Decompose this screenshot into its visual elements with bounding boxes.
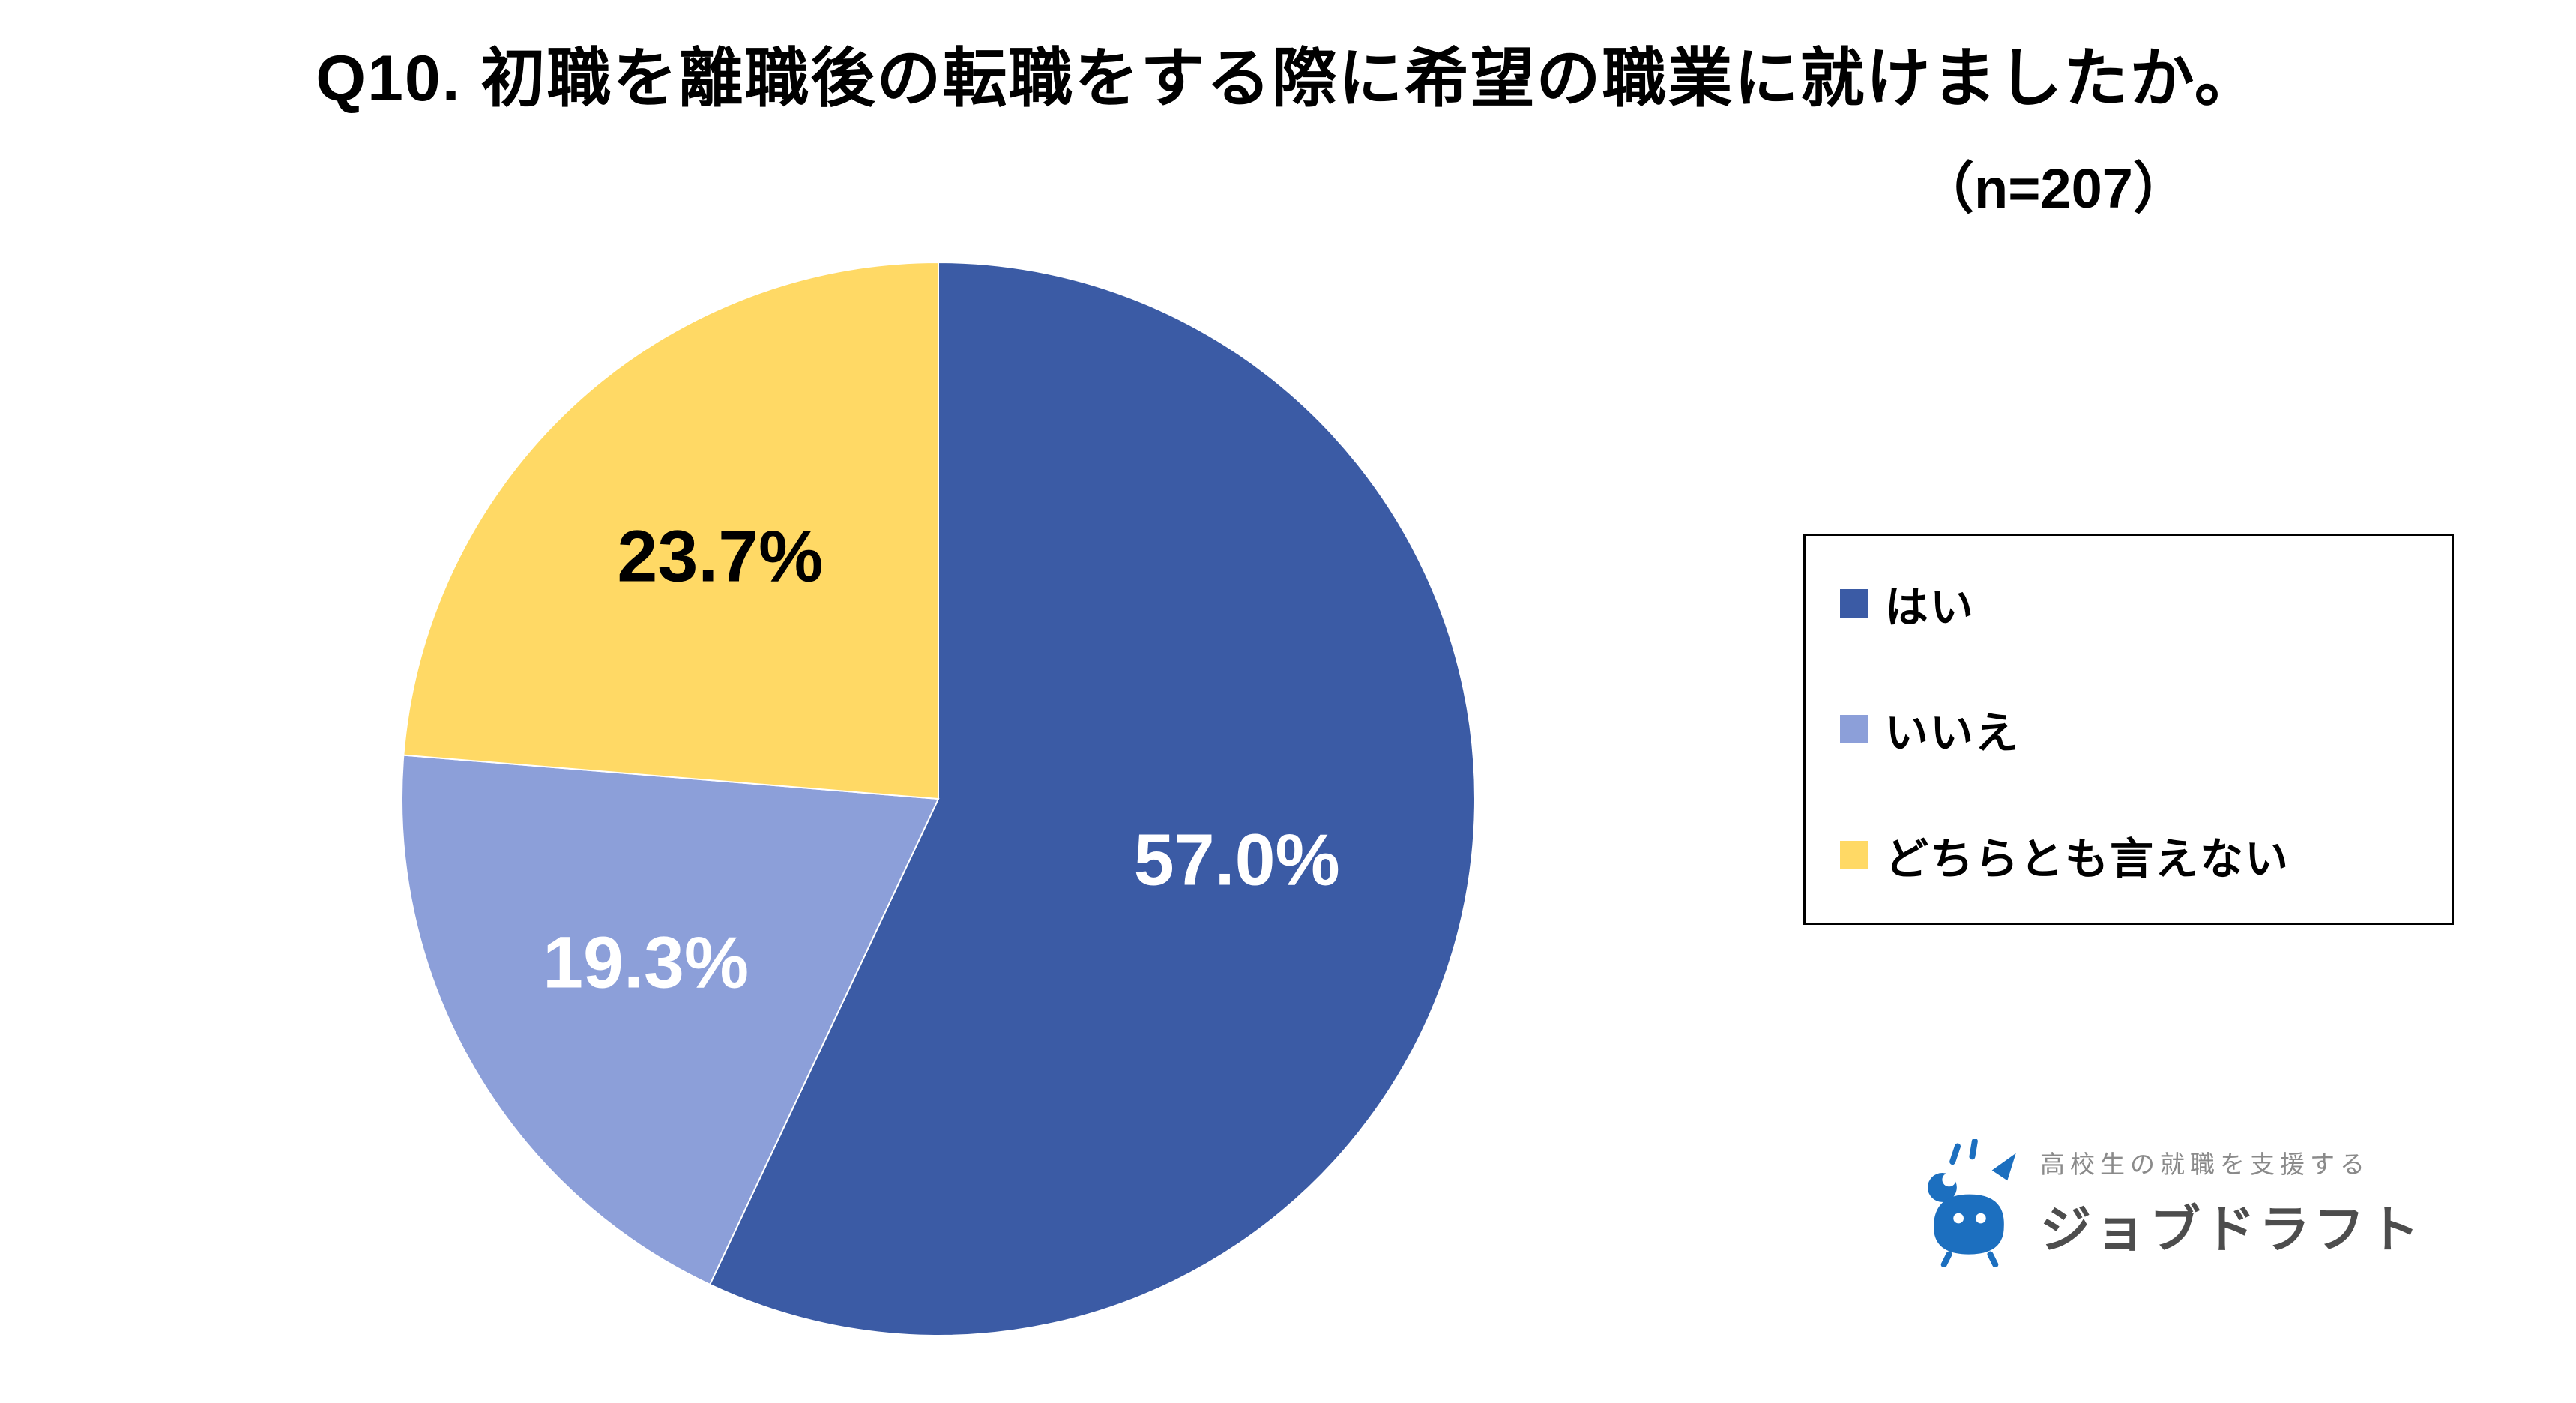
- legend-swatch-icon: [1840, 715, 1868, 743]
- pie-chart: 57.0% 19.3% 23.7%: [396, 256, 1481, 1342]
- legend-swatch-icon: [1840, 589, 1868, 618]
- legend-label: いいえ: [1885, 709, 2021, 758]
- pie-chart-svg: 57.0% 19.3% 23.7%: [401, 261, 1476, 1336]
- sample-size-label: （n=207）: [1919, 157, 2189, 220]
- pie-slice-0: [708, 261, 1476, 1336]
- pie-value-label-0: 57.0%: [1134, 819, 1340, 901]
- chart-title: Q10. 初職を離職後の転職をする際に希望の職業に就けましたか。: [316, 43, 2260, 115]
- legend-swatch-icon: [1840, 841, 1868, 869]
- pie-value-label-2: 23.7%: [617, 516, 823, 597]
- legend: はいいいえどちらとも言えない: [1803, 534, 2454, 925]
- legend-item-1: いいえ: [1840, 698, 2417, 761]
- pie-slice-2: [402, 261, 939, 800]
- legend-label: はい: [1885, 583, 1976, 632]
- pie-slice-1: [401, 754, 940, 1286]
- logo-tagline: 高校生の就職を支援する: [2040, 1150, 2370, 1178]
- legend-item-0: はい: [1840, 572, 2417, 635]
- logo-brand: ジョブドラフト: [2040, 1201, 2424, 1258]
- legend-item-2: どちらとも言えない: [1840, 824, 2417, 887]
- jobdraft-logo-icon: [1928, 1139, 2016, 1267]
- logo-text-block: 高校生の就職を支援する ジョブドラフト: [2040, 1144, 2423, 1262]
- legend-label: どちらとも言えない: [1885, 835, 2290, 884]
- pie-value-label-1: 19.3%: [543, 922, 749, 1004]
- jobdraft-logo: 高校生の就職を支援する ジョブドラフト: [1910, 1139, 2423, 1267]
